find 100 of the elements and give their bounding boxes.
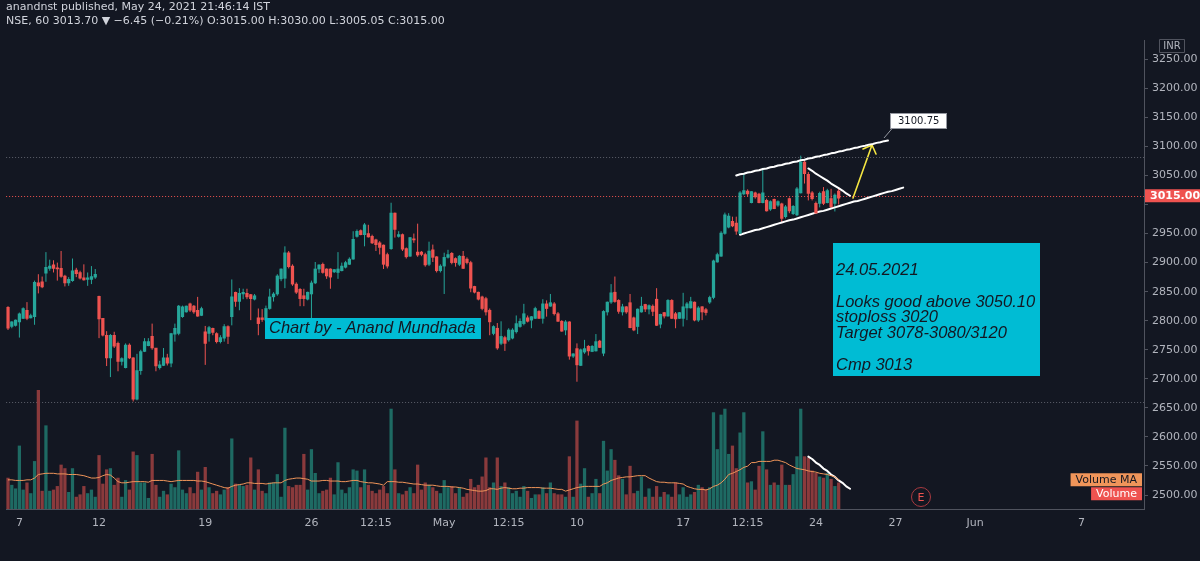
y-tick-label: 2700.00 [1152,371,1198,385]
candlestick [734,216,738,236]
chart-title: anandnst published, May 24, 2021 21:46:14 IST [6,0,270,13]
bar [104,469,109,509]
bar [643,496,647,509]
y-tick-label: 3250.00 [1152,52,1198,66]
bar [761,431,765,509]
x-tick-label: 12:15 [492,516,525,530]
candlestick [427,241,431,267]
bar [381,486,386,509]
candlestick [302,288,306,307]
annotation: 24.05.2021 Looks good above 3050.10 stoploss 3020 Target 3078-3080/3120 Cmp 3013 [833,243,1040,376]
y-tick-label: 2750.00 [1152,342,1198,356]
x-tick-label: Jun [965,516,984,530]
bar [17,445,22,509]
bar [237,484,242,509]
bar [818,476,822,509]
candlestick [412,233,416,244]
bar [351,469,355,509]
candlestick [256,308,260,336]
bar [6,477,10,509]
bar [161,490,166,509]
annotation: 3100.75 [890,113,948,129]
bar [393,469,397,509]
bar [362,469,367,509]
candlestick [522,303,526,326]
bar [309,449,314,509]
candlestick [461,250,465,270]
bar [116,477,120,509]
bar [63,468,67,509]
candlestick [499,320,503,346]
bar [59,464,63,509]
bar [150,453,154,509]
bar [44,425,48,509]
candlestick [681,292,685,328]
bar [230,438,234,509]
bar [837,482,841,509]
bar [461,496,465,509]
bar [252,489,257,509]
bar [135,455,139,509]
bar [704,489,708,509]
x-tick-label: 7 [1077,516,1085,530]
y-tick-label: 3100.00 [1152,139,1198,153]
bar [552,493,556,509]
y-tick-label: 2950.00 [1152,226,1198,240]
candlestick [541,298,545,325]
candlestick [802,158,807,185]
annotation: Chart by - Anand Mundhada [265,318,481,339]
bar [571,496,575,509]
bar [283,427,287,509]
bar [142,482,147,509]
bar [36,390,40,509]
bar [207,487,211,509]
candlestick [670,298,674,320]
candlestick [700,305,704,321]
candlestick [245,288,249,300]
candlestick [207,325,211,343]
bar [131,451,135,509]
candlestick [833,192,837,212]
bar [359,487,363,509]
y-tick-label: 2500.00 [1152,487,1198,501]
chart-subtitle: NSE, 60 3013.70 ▼ −6.45 (−0.21%) O:3015.00 H:3030.00 L:3005.05 C:3015.00 [6,14,445,27]
bar [423,482,427,509]
candlestick [97,295,101,339]
candlestick [594,333,598,353]
bar [397,493,401,509]
bar [86,493,90,509]
bar [814,472,818,509]
text: Volume [1096,487,1138,501]
candlestick [260,308,264,323]
bar [188,487,192,509]
bar [639,476,644,509]
bar [74,496,78,509]
bar [749,481,754,509]
bar [787,484,791,509]
bar [366,484,370,509]
bar [662,492,666,509]
bar [290,487,295,509]
bar [692,492,697,509]
y-tick-label: 2600.00 [1152,429,1198,443]
bar [609,449,613,509]
candlestick [351,230,355,261]
bar [427,484,431,509]
bar [582,468,587,509]
candlestick [226,324,230,345]
bar [711,412,716,509]
candlestick [6,305,10,331]
bar [681,487,685,509]
bar [654,486,659,509]
bar [742,412,746,509]
bar [70,468,75,509]
y-tick-label: 3050.00 [1152,168,1198,182]
bar [821,477,826,509]
bar [666,494,670,509]
x-tick-label: 27 [888,516,903,530]
x-tick-label: 10 [569,516,584,530]
bar [757,465,761,509]
bar [746,482,750,509]
bar [256,469,260,509]
bar [503,482,507,509]
